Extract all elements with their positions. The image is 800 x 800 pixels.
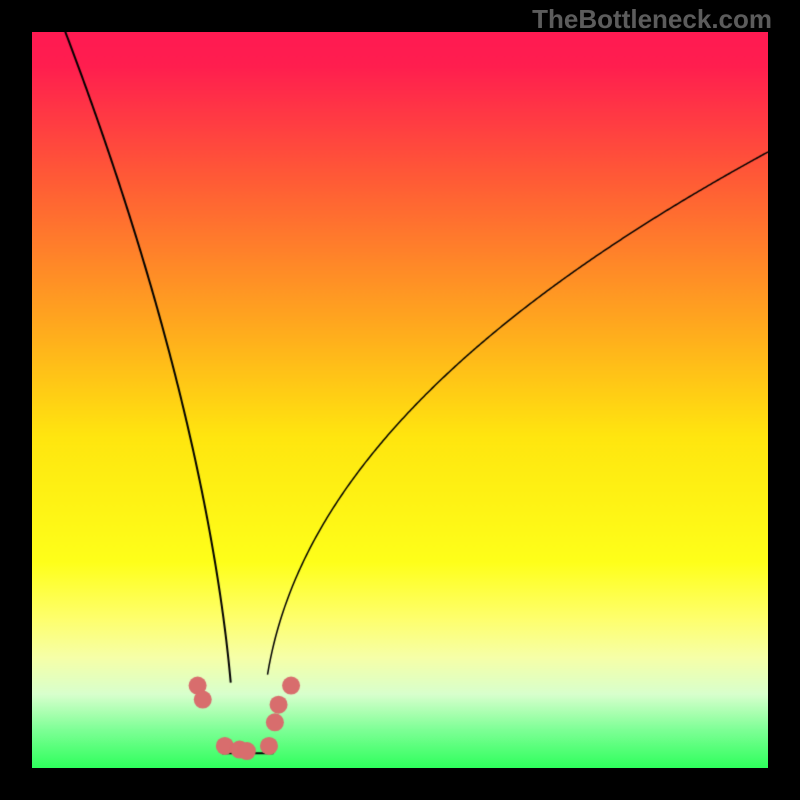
watermark-text: TheBottleneck.com (532, 4, 772, 35)
bottleneck-curve-chart (32, 32, 768, 768)
plot-area (32, 32, 768, 768)
chart-root: TheBottleneck.com (0, 0, 800, 800)
